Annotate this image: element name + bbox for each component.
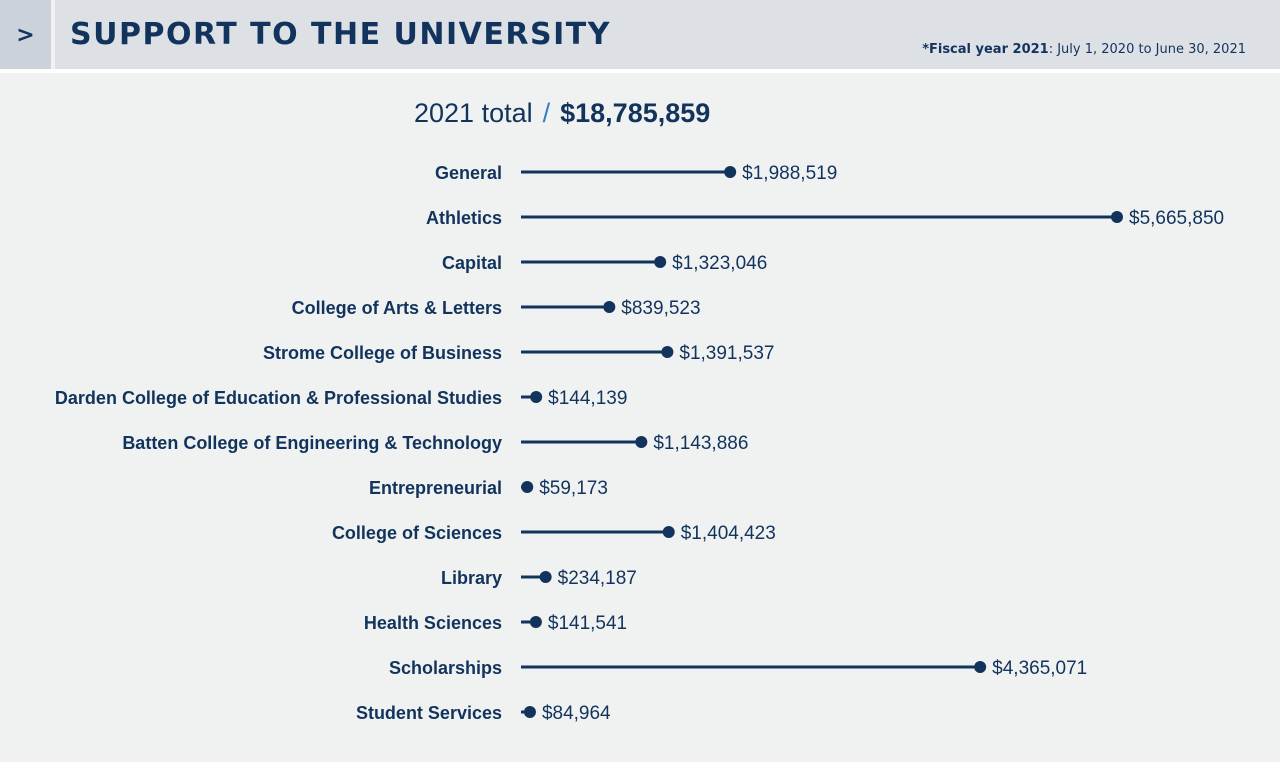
category-label: Scholarships <box>389 658 502 678</box>
value-label: $5,665,850 <box>1129 208 1224 229</box>
chart-row: Health Sciences $141,541 <box>364 613 627 634</box>
chart-row: Athletics $5,665,850 <box>426 208 1224 229</box>
value-label: $84,964 <box>542 703 611 724</box>
bar-endpoint <box>662 526 675 538</box>
category-label: College of Arts & Letters <box>292 298 502 318</box>
chart-row: Darden College of Education & Profession… <box>55 388 627 409</box>
bar-endpoint <box>523 706 536 718</box>
value-label: $1,391,537 <box>679 343 774 364</box>
category-label: Student Services <box>356 703 502 723</box>
bar-endpoint <box>635 436 648 448</box>
category-label: Health Sciences <box>364 613 502 633</box>
category-label: Batten College of Engineering & Technolo… <box>122 433 502 453</box>
header-bar: > SUPPORT TO THE UNIVERSITY *Fiscal year… <box>0 0 1280 70</box>
total-summary: 2021 total / $18,785,859 <box>414 98 710 129</box>
chart-row: College of Arts & Letters $839,523 <box>292 298 701 319</box>
category-label: Entrepreneurial <box>369 478 502 498</box>
category-label: General <box>435 163 502 183</box>
bar-endpoint <box>974 661 987 673</box>
category-label: Strome College of Business <box>263 343 502 363</box>
chart-row: Student Services $84,964 <box>356 703 611 724</box>
chart-row: Batten College of Engineering & Technolo… <box>122 433 748 454</box>
total-amount: $18,785,859 <box>560 98 711 128</box>
bar-endpoint <box>661 346 674 358</box>
chart-row: College of Sciences $1,404,423 <box>332 523 776 544</box>
category-label: Library <box>441 568 502 588</box>
value-label: $1,988,519 <box>742 163 837 184</box>
chart-row: Entrepreneurial $59,173 <box>369 478 608 499</box>
fiscal-year-note: *Fiscal year 2021: July 1, 2020 to June … <box>922 42 1246 57</box>
value-label: $1,323,046 <box>672 253 767 274</box>
chart-row: Library $234,187 <box>441 568 637 589</box>
fiscal-year-range: : July 1, 2020 to June 30, 2021 <box>1048 42 1246 57</box>
chart-row: Capital $1,323,046 <box>442 253 767 274</box>
chart-row: General $1,988,519 <box>435 163 837 184</box>
total-separator: / <box>542 98 551 128</box>
page-title: SUPPORT TO THE UNIVERSITY <box>70 17 611 52</box>
bar-endpoint <box>724 166 737 178</box>
chart-row: Strome College of Business $1,391,537 <box>263 343 775 364</box>
chevron-right-icon: > <box>16 22 35 48</box>
bar-endpoint <box>530 391 543 403</box>
bar-endpoint <box>603 301 616 313</box>
category-label: Capital <box>442 253 502 273</box>
category-label: Athletics <box>426 208 502 228</box>
category-label: Darden College of Education & Profession… <box>55 388 502 408</box>
value-label: $59,173 <box>539 478 608 499</box>
bar-endpoint <box>529 616 542 628</box>
chart-row: Scholarships $4,365,071 <box>389 658 1087 679</box>
value-label: $234,187 <box>558 568 637 589</box>
header-divider <box>51 0 55 70</box>
value-label: $141,541 <box>548 613 627 634</box>
expand-tab-button[interactable]: > <box>0 0 51 70</box>
fiscal-year-label: *Fiscal year 2021 <box>922 42 1049 57</box>
value-label: $1,404,423 <box>681 523 776 544</box>
header-divider-line <box>0 69 1280 73</box>
value-label: $4,365,071 <box>992 658 1087 679</box>
bar-endpoint <box>521 481 534 493</box>
value-label: $839,523 <box>621 298 700 319</box>
bar-endpoint <box>1111 211 1123 223</box>
bar-endpoint <box>539 571 552 583</box>
category-label: College of Sciences <box>332 523 502 543</box>
value-label: $1,143,886 <box>653 433 748 454</box>
value-label: $144,139 <box>548 388 627 409</box>
bar-endpoint <box>654 256 667 268</box>
total-label: 2021 total <box>414 98 533 128</box>
